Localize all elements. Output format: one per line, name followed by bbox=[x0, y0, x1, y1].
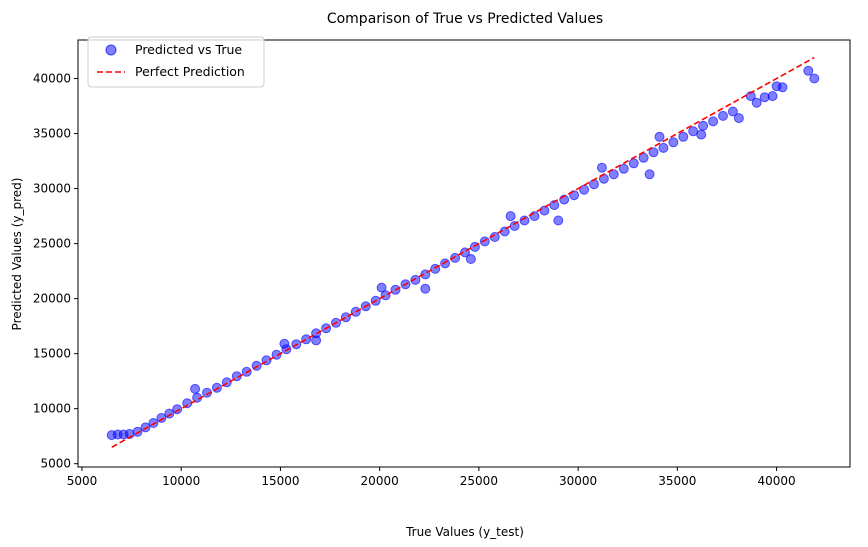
scatter-point bbox=[589, 179, 599, 190]
y-tick-label: 30000 bbox=[33, 182, 71, 196]
scatter-point bbox=[638, 152, 649, 163]
scatter-point bbox=[608, 169, 619, 180]
scatter-point bbox=[479, 236, 490, 247]
scatter-point bbox=[668, 137, 679, 148]
x-axis-ticks: 5000 10000 15000 20000 25000 30000 35000 40000 bbox=[67, 467, 796, 488]
legend-label-perfect: Perfect Prediction bbox=[135, 64, 245, 79]
scatter-point bbox=[803, 65, 814, 76]
scatter-point bbox=[708, 116, 719, 127]
scatter-point bbox=[465, 254, 476, 264]
x-tick-label: 5000 bbox=[67, 474, 98, 488]
scatter-point bbox=[376, 282, 387, 293]
x-tick-label: 40000 bbox=[757, 474, 795, 488]
x-tick-label: 35000 bbox=[658, 474, 696, 488]
scatter-point bbox=[311, 335, 322, 346]
perfect-prediction-line bbox=[111, 56, 815, 448]
legend: Predicted vs True Perfect Prediction bbox=[87, 36, 265, 88]
scatter-point bbox=[648, 147, 659, 158]
scatter-point bbox=[529, 211, 540, 222]
x-tick-label: 25000 bbox=[460, 474, 498, 488]
y-tick-label: 40000 bbox=[33, 72, 71, 86]
y-tick-label: 15000 bbox=[33, 347, 71, 361]
scatter-point bbox=[410, 274, 421, 285]
chart-title: Comparison of True vs Predicted Values bbox=[327, 11, 603, 27]
scatter-point bbox=[596, 162, 607, 173]
scatter-point bbox=[751, 97, 762, 108]
y-axis-label: Predicted Values (y_pred) bbox=[10, 178, 24, 331]
x-tick-label: 15000 bbox=[261, 474, 299, 488]
scatter-point bbox=[644, 169, 655, 180]
scatter-point bbox=[654, 131, 665, 142]
scatter-point bbox=[733, 113, 744, 124]
points-layer bbox=[106, 65, 820, 441]
scatter-point bbox=[777, 82, 788, 93]
scatter-point bbox=[279, 338, 290, 349]
scatter-point bbox=[190, 383, 201, 394]
y-tick-label: 5000 bbox=[40, 457, 71, 471]
y-tick-label: 10000 bbox=[33, 402, 71, 416]
scatter-point bbox=[251, 360, 262, 371]
scatter-point bbox=[767, 91, 778, 102]
scatter-point bbox=[519, 215, 530, 226]
legend-point-marker bbox=[105, 44, 117, 56]
scatter-point bbox=[628, 158, 639, 169]
legend-label-predicted: Predicted vs True bbox=[135, 42, 242, 57]
x-tick-label: 30000 bbox=[559, 474, 597, 488]
y-tick-label: 25000 bbox=[33, 237, 71, 251]
scatter-point bbox=[450, 252, 461, 263]
scatter-point bbox=[440, 258, 451, 269]
x-axis-label: True Values (y_test) bbox=[405, 525, 524, 539]
scatter-point bbox=[380, 290, 391, 301]
legend-box bbox=[87, 36, 265, 88]
y-tick-label: 35000 bbox=[33, 127, 71, 141]
perfect-prediction-layer bbox=[111, 56, 815, 448]
scatter-point bbox=[132, 426, 143, 437]
x-tick-label: 20000 bbox=[361, 474, 399, 488]
scatter-point bbox=[696, 129, 707, 140]
scatter-point bbox=[553, 215, 564, 226]
scatter-point bbox=[618, 163, 629, 174]
scatter-point bbox=[539, 205, 550, 216]
scatter-point bbox=[420, 283, 431, 294]
scatter-point bbox=[340, 312, 351, 323]
scatter-point bbox=[301, 334, 312, 345]
scatter-point bbox=[809, 73, 820, 84]
scatter-point bbox=[727, 106, 738, 117]
y-tick-label: 20000 bbox=[33, 292, 71, 306]
y-axis-ticks: 5000 10000 15000 20000 25000 30000 35000 40000 bbox=[33, 72, 78, 471]
scatter-point bbox=[678, 131, 689, 142]
scatter-point bbox=[505, 211, 516, 222]
scatter-point bbox=[718, 110, 728, 121]
x-tick-label: 10000 bbox=[162, 474, 200, 488]
plot-frame bbox=[77, 39, 851, 468]
scatter-point bbox=[658, 142, 669, 153]
scatter-point bbox=[698, 120, 709, 131]
scatter-point bbox=[172, 404, 183, 415]
scatter-point bbox=[211, 382, 222, 393]
